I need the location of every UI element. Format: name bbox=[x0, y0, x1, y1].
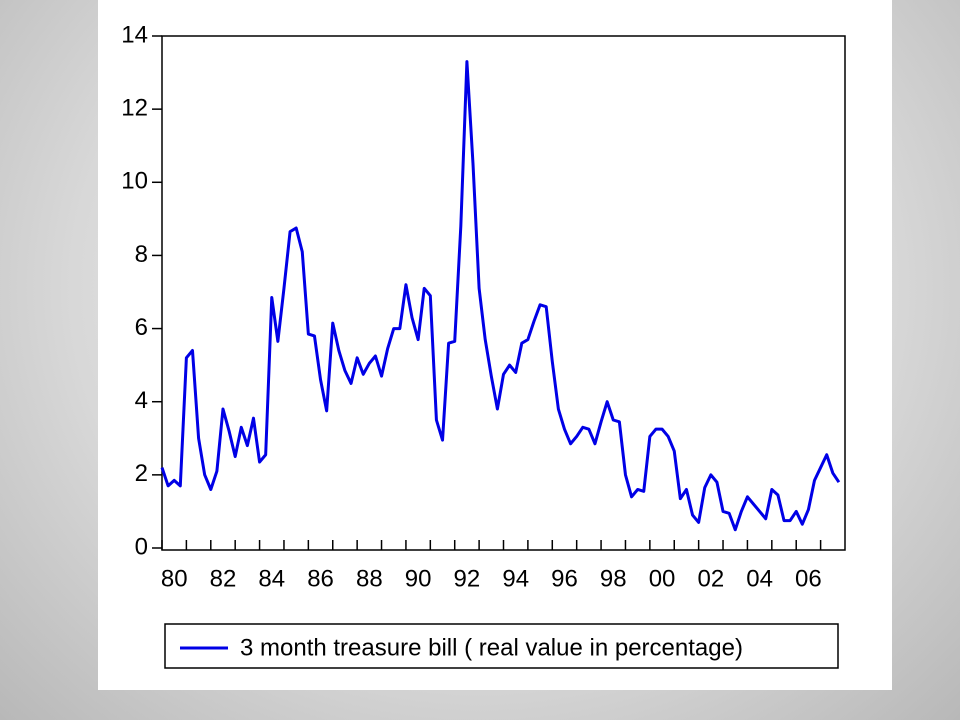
x-tick-label: 90 bbox=[405, 565, 432, 592]
x-tick-label: 02 bbox=[697, 565, 724, 592]
x-tick-label: 04 bbox=[746, 565, 773, 592]
x-tick-label: 06 bbox=[795, 565, 822, 592]
x-tick-label: 98 bbox=[600, 565, 627, 592]
y-tick-label: 12 bbox=[121, 94, 148, 121]
x-tick-label: 82 bbox=[210, 565, 237, 592]
y-tick-label: 6 bbox=[135, 314, 148, 341]
x-tick-label: 80 bbox=[161, 565, 188, 592]
x-tick-label: 88 bbox=[356, 565, 383, 592]
x-tick-label: 00 bbox=[649, 565, 676, 592]
x-tick-label: 94 bbox=[502, 565, 529, 592]
data-line bbox=[160, 60, 841, 532]
y-tick-label: 4 bbox=[135, 387, 148, 414]
x-tick-label: 84 bbox=[258, 565, 285, 592]
plot-frame bbox=[161, 35, 846, 551]
x-tick-label: 92 bbox=[454, 565, 481, 592]
legend-label: 3 month treasure bill ( real value in pe… bbox=[240, 634, 743, 661]
y-tick-label: 10 bbox=[121, 168, 148, 195]
legend-box bbox=[164, 623, 839, 669]
chart-panel bbox=[98, 0, 892, 690]
x-tick-label: 96 bbox=[551, 565, 578, 592]
y-tick-label: 2 bbox=[135, 460, 148, 487]
y-tick-label: 14 bbox=[121, 21, 148, 48]
y-tick-label: 8 bbox=[135, 241, 148, 268]
y-tick-label: 0 bbox=[135, 533, 148, 560]
x-tick-label: 86 bbox=[307, 565, 334, 592]
